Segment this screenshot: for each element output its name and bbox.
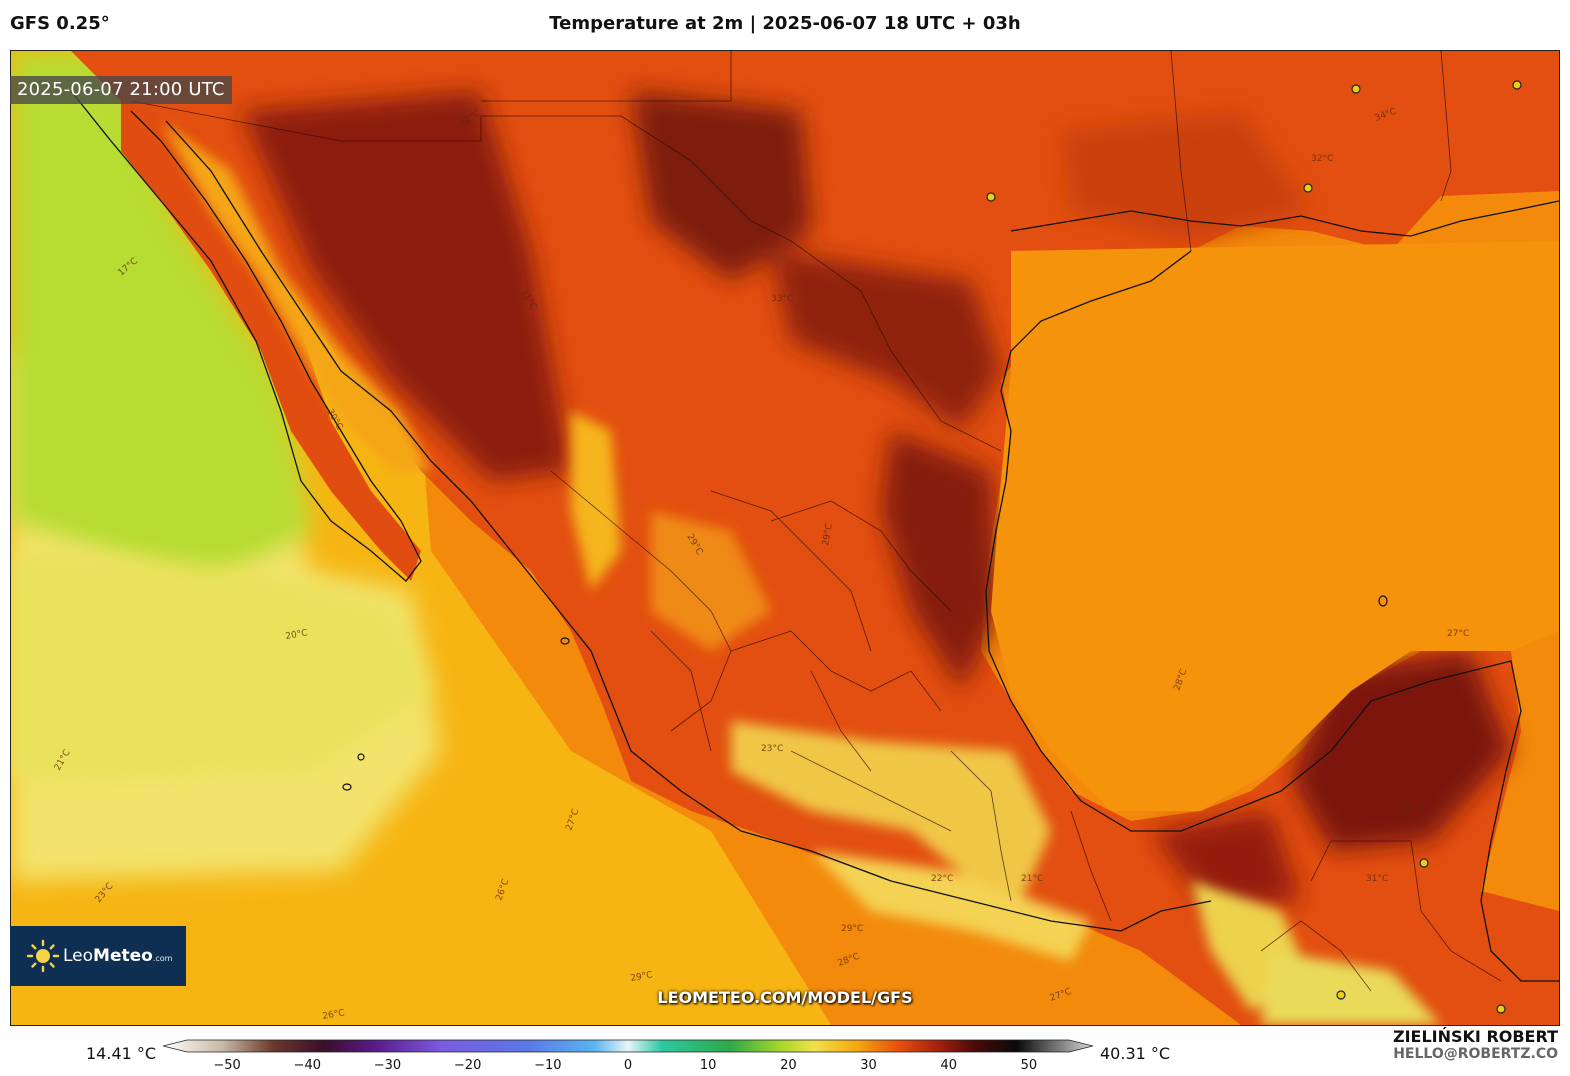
gulf-of-california <box>161 121 431 471</box>
contour-label: 31°C <box>1366 874 1388 884</box>
colorbar-tick-label: 40 <box>940 1058 957 1073</box>
colorbar-ticks: −50 −40 −30 −20 −10 0 10 20 30 40 50 <box>0 1058 1570 1076</box>
borders <box>130 51 1502 992</box>
model-label: GFS 0.25° <box>10 13 110 34</box>
contour-label: 20°C <box>285 628 309 642</box>
valid-time-badge: 2025-06-07 21:00 UTC <box>10 76 232 104</box>
logo-text: LeoMeteo.com <box>63 946 172 966</box>
pacific-cool <box>11 51 311 581</box>
colorbar-max-label: 40.31 °C <box>1100 1044 1171 1063</box>
colorbar-tick-label: 10 <box>699 1058 717 1073</box>
temperature-colorbar <box>163 1039 1093 1053</box>
author-credit: ZIELIŃSKI ROBERT HELLO@ROBERTZ.CO <box>1393 1027 1558 1062</box>
colorbar-tick-label: −40 <box>293 1058 321 1073</box>
highland-zones <box>571 411 1441 1025</box>
land-baja <box>121 101 421 581</box>
contour-label: 33°C <box>771 294 793 304</box>
colorbar-tick-label: −30 <box>373 1058 402 1073</box>
contour-label: 28°C <box>1401 804 1423 814</box>
colorbar-tick-label: 50 <box>1020 1058 1038 1073</box>
contour-label: 27°C <box>1447 629 1469 639</box>
gulf-of-mexico <box>991 241 1559 811</box>
colorbar-tick-label: −20 <box>453 1058 482 1073</box>
colorbar-tick-label: 20 <box>780 1058 797 1073</box>
coastlines <box>70 90 1559 982</box>
author-email[interactable]: HELLO@ROBERTZ.CO <box>1393 1046 1558 1062</box>
colorbar-tick-label: 0 <box>623 1058 633 1073</box>
author-name: ZIELIŃSKI ROBERT <box>1392 1027 1558 1046</box>
logo-brand-suffix: .com <box>152 954 173 963</box>
contour-label: 22°C <box>931 874 953 884</box>
map-title: Temperature at 2m | 2025-06-07 18 UTC + … <box>549 13 1021 34</box>
contour-label: 29°C <box>841 924 863 934</box>
colorbar-min-label: 14.41 °C <box>86 1044 157 1063</box>
contour-label: 21°C <box>1021 874 1043 884</box>
contour-label: 23°C <box>761 744 783 754</box>
colorbar-tick-label: 30 <box>860 1058 877 1073</box>
logo-brand-pre: Leo <box>63 946 94 966</box>
contour-label: 26°C <box>322 1008 346 1022</box>
contour-label: 32°C <box>1311 154 1333 164</box>
contour-label: 29°C <box>630 970 654 984</box>
temperature-map[interactable]: 17°C 20°C 21°C 23°C 26°C 26°C 27°C 27°C … <box>10 50 1560 1026</box>
islands <box>342 595 1388 791</box>
colorbar-tick-label: −10 <box>534 1058 562 1073</box>
pacific-band <box>11 551 431 781</box>
colorbar-gradient <box>163 1039 1093 1053</box>
contour-label: 29°C <box>821 523 835 547</box>
logo-brand-main: Meteo <box>93 946 153 966</box>
source-url[interactable]: LEOMETEO.COM/MODEL/GFS <box>657 988 913 1007</box>
sun-icon <box>26 939 60 973</box>
very-hot-zones <box>241 91 1511 911</box>
city-markers <box>986 80 1522 1014</box>
leometeo-logo[interactable]: LeoMeteo.com <box>10 926 186 986</box>
colorbar-tick-label: −50 <box>213 1058 241 1073</box>
